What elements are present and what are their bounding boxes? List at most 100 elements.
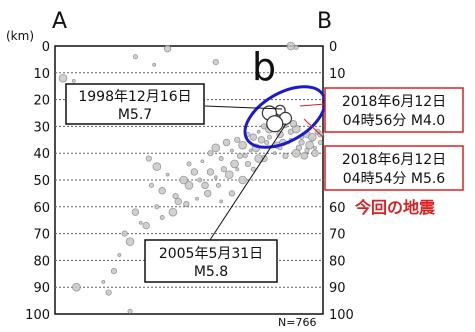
hypocenter-point xyxy=(168,207,178,217)
hypocenter-point xyxy=(131,208,140,216)
hypocenter-point xyxy=(190,168,199,176)
hypocenter-point xyxy=(238,175,247,185)
y-axis-unit: (km) xyxy=(6,29,34,43)
current-quake-label: 今回の地震 xyxy=(354,198,436,217)
leader-m40 xyxy=(299,103,326,107)
highlighted-event-point xyxy=(266,115,284,133)
y-tick-label-right: 80 xyxy=(329,254,346,269)
label-m56-time: 04時54分 M5.6 xyxy=(343,171,446,187)
hypocenter-point xyxy=(158,187,166,195)
hypocenter-point xyxy=(317,139,323,145)
hypocenter-point xyxy=(159,215,165,221)
hypocenter-point xyxy=(179,175,188,185)
y-tick-label-right: 100 xyxy=(329,308,354,323)
hypocenter-point xyxy=(184,181,194,190)
hypocenter-point xyxy=(212,58,219,66)
hypocenter-point xyxy=(71,78,76,83)
hypocenter-point xyxy=(218,156,224,162)
y-tick-label-left: 100 xyxy=(25,308,50,323)
hypocenter-point xyxy=(154,204,160,210)
hypocenter-point xyxy=(248,148,253,153)
label-m40-time: 04時56分 M4.0 xyxy=(343,113,445,129)
label-box-m40 xyxy=(324,87,464,133)
hypocenter-point xyxy=(207,150,214,157)
label-2005-date: 2005年5月31日 xyxy=(159,246,263,262)
y-tick-label-right: 60 xyxy=(329,201,346,216)
hypocenter-point xyxy=(250,166,256,172)
y-tick-label-right: 0 xyxy=(329,40,337,55)
label-m56-date: 2018年6月12日 xyxy=(342,152,446,168)
hypocenter-point xyxy=(58,73,68,83)
label-box-1998 xyxy=(65,83,205,125)
y-tick-label-left: 20 xyxy=(33,94,50,109)
hypocenter-point xyxy=(229,148,234,153)
hypocenter-point xyxy=(152,62,157,67)
hypocenter-point xyxy=(117,253,122,257)
hypocenter-point xyxy=(138,220,143,225)
count-label: N=766 xyxy=(278,316,316,329)
hypocenter-point xyxy=(313,145,317,150)
hypocenter-point xyxy=(110,268,118,275)
hypocenter-point xyxy=(224,170,234,179)
hypocenter-point xyxy=(163,44,172,53)
hypocenter-point xyxy=(234,136,241,143)
hypocenter-point xyxy=(145,155,152,162)
region-label-b: b xyxy=(252,45,276,89)
hypocenter-point xyxy=(211,143,221,153)
hypocenter-point xyxy=(215,182,221,188)
hypocenter-point xyxy=(174,197,182,206)
hypocenter-point xyxy=(206,168,215,176)
leader-m56 xyxy=(303,118,325,139)
section-end-b: B xyxy=(317,9,332,34)
hypocenter-point xyxy=(304,148,310,154)
hypocenter-point xyxy=(172,192,179,200)
label-1998-date: 1998年12月16日 xyxy=(78,89,191,105)
hypocenter-point xyxy=(165,172,170,177)
hypocenter-point xyxy=(201,181,209,190)
hypocenter-point xyxy=(236,152,244,159)
section-end-a: A xyxy=(52,9,67,34)
hypocenter-point xyxy=(235,167,240,172)
label-m40-date: 2018年6月12日 xyxy=(342,94,446,110)
hypocenter-point xyxy=(254,154,263,163)
hypocenter-point xyxy=(148,182,154,188)
hypocenter-point xyxy=(222,138,231,147)
hypocenter-point xyxy=(291,148,301,158)
y-tick-label-left: 0 xyxy=(42,40,50,55)
y-tick-label-left: 30 xyxy=(33,120,50,135)
hypocenter-point xyxy=(204,189,212,198)
hypocenter-point xyxy=(300,152,308,160)
y-tick-label-left: 40 xyxy=(33,147,50,162)
hypocenter-point xyxy=(219,199,224,204)
hypocenter-point xyxy=(244,160,252,168)
hypocenter-point xyxy=(228,190,235,197)
y-tick-label-left: 50 xyxy=(33,174,50,189)
hypocenter-point xyxy=(121,230,128,237)
hypocenter-point xyxy=(282,152,289,159)
focus-ellipse xyxy=(243,85,327,149)
hypocenter-point xyxy=(132,54,138,60)
y-tick-label-right: 70 xyxy=(329,228,346,243)
y-tick-label-left: 10 xyxy=(33,67,50,82)
hypocenter-point xyxy=(266,134,272,140)
label-1998-mag: M5.7 xyxy=(118,107,152,123)
hypocenter-point xyxy=(286,41,296,51)
label-2005-mag: M5.8 xyxy=(194,264,228,280)
hypocenter-point xyxy=(101,279,106,284)
y-tick-label-left: 80 xyxy=(33,254,50,269)
hypocenter-point xyxy=(195,196,199,201)
hypocenter-point xyxy=(289,120,298,128)
hypocenter-point xyxy=(264,139,270,145)
y-tick-label-left: 90 xyxy=(33,281,50,296)
leader-1998 xyxy=(204,105,283,110)
hypocenter-point xyxy=(305,140,314,150)
hypocenter-point xyxy=(242,153,248,159)
label-box-2005 xyxy=(144,239,278,283)
hypocenter-point xyxy=(197,177,203,183)
y-tick-label-right: 90 xyxy=(329,281,346,296)
hypocenter-point xyxy=(256,129,261,134)
hypocenter-point xyxy=(293,44,299,50)
hypocenter-point xyxy=(307,132,317,142)
